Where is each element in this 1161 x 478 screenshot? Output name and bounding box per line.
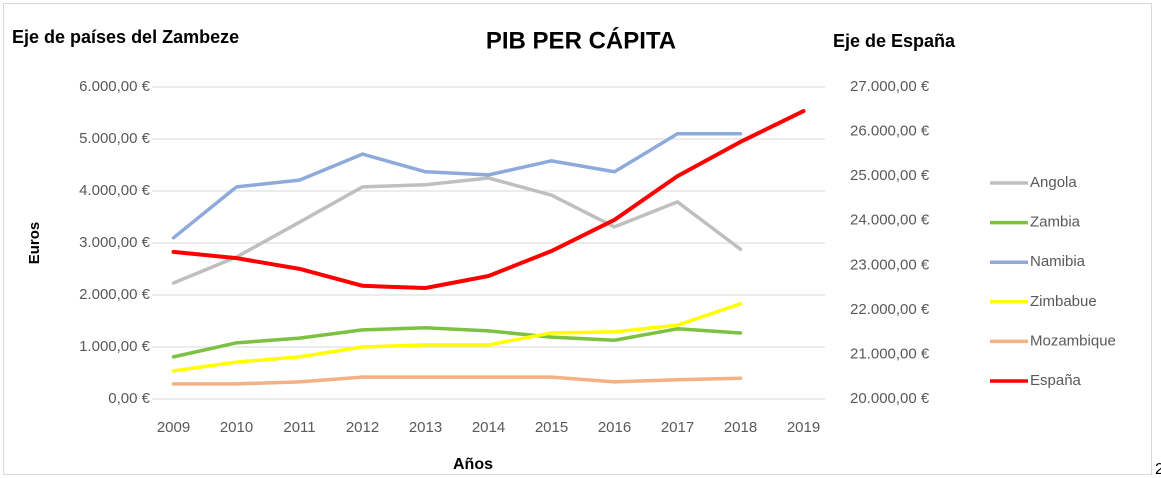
legend-label: España — [1030, 372, 1082, 389]
y-tick-label: 0,00 € — [108, 390, 150, 407]
x-tick-label: 2011 — [283, 419, 315, 436]
series-line — [171, 326, 743, 359]
y-tick-label: 1.000,00 € — [79, 338, 151, 355]
legend-label: Mozambique — [1030, 332, 1116, 349]
legend-label: Angola — [1030, 174, 1077, 191]
y-label: Euros — [26, 222, 43, 265]
x-tick-label: 2016 — [598, 419, 631, 436]
y2-tick-label: 20.000,00 € — [850, 390, 930, 407]
footnote: 2 — [1155, 461, 1161, 478]
series-line — [171, 132, 743, 240]
y2-tick-label: 25.000,00 € — [850, 167, 930, 184]
y-axis-title: Eje de países del Zambeze — [12, 27, 239, 47]
x-label: Años — [453, 456, 493, 473]
chart-title: PIB PER CÁPITA — [486, 26, 676, 54]
x-tick-label: 2013 — [409, 419, 442, 436]
y2-tick-label: 26.000,00 € — [850, 123, 930, 140]
series-line — [171, 109, 806, 291]
y-tick-label: 2.000,00 € — [79, 286, 151, 303]
y2-tick-label: 24.000,00 € — [850, 212, 930, 229]
x-tick-label: 2017 — [661, 419, 694, 436]
series-line — [171, 302, 743, 373]
y2-tick-label: 27.000,00 € — [850, 78, 930, 95]
legend-label: Zimbabue — [1030, 293, 1097, 310]
x-tick-label: 2014 — [472, 419, 505, 436]
x-tick-label: 2018 — [724, 419, 757, 436]
y2-tick-label: 22.000,00 € — [850, 301, 930, 318]
x-tick-label: 2015 — [535, 419, 568, 436]
legend-label: Zambia — [1030, 214, 1081, 231]
y-tick-label: 4.000,00 € — [79, 182, 151, 199]
legend-label: Namibia — [1030, 253, 1086, 270]
x-tick-label: 2010 — [220, 419, 253, 436]
y2-axis-title: Eje de España — [833, 31, 956, 51]
x-tick-label: 2019 — [787, 419, 820, 436]
y-tick-label: 5.000,00 € — [79, 130, 151, 147]
x-tick-label: 2009 — [157, 419, 190, 436]
x-tick-label: 2012 — [346, 419, 379, 436]
series-line — [171, 176, 743, 285]
y2-tick-label: 23.000,00 € — [850, 256, 930, 273]
series-line — [171, 375, 743, 386]
y-tick-label: 6.000,00 € — [79, 78, 151, 95]
y-tick-label: 3.000,00 € — [79, 234, 151, 251]
y2-tick-label: 21.000,00 € — [850, 345, 930, 362]
